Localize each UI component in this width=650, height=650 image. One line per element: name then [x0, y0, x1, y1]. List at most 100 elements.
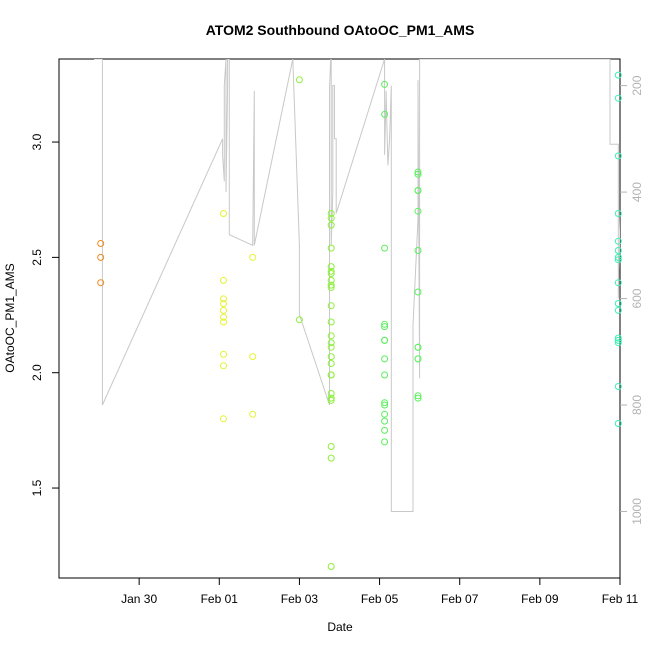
data-point [327, 276, 335, 284]
data-point [381, 401, 389, 409]
data-point [381, 320, 389, 328]
data-point [614, 256, 622, 264]
data-point [414, 288, 422, 296]
y-tick-label: 2.5 [30, 249, 44, 266]
x-tick-label: Feb 01 [201, 592, 239, 606]
data-point [614, 383, 622, 390]
x-axis: Jan 30 Feb 01 Feb 03 Feb 05 Feb 07 Feb 09 Feb … [121, 578, 639, 606]
data-point [327, 360, 335, 367]
data-point [614, 253, 622, 261]
data-point [614, 71, 622, 79]
x-tick-label: Jan 30 [121, 592, 157, 606]
data-point [220, 276, 227, 284]
data-point [614, 420, 622, 427]
data-point [327, 339, 335, 347]
y-tick-label: 1.5 [30, 479, 44, 496]
data-point [614, 339, 622, 347]
x-axis-label: Date [327, 620, 353, 634]
right-axis: 200 400 600 800 1000 [620, 75, 644, 525]
data-point [414, 187, 422, 194]
data-points-layer [97, 71, 622, 570]
data-point [414, 170, 422, 178]
data-point [220, 306, 227, 314]
data-point [97, 240, 105, 247]
data-point [327, 281, 335, 289]
data-point [327, 343, 335, 351]
x-tick-label: Feb 09 [521, 592, 559, 606]
data-point [614, 300, 622, 307]
data-point [295, 316, 303, 324]
x-tick-label: Feb 11 [602, 592, 639, 606]
data-point [414, 355, 422, 363]
data-point [381, 244, 389, 252]
right-tick-label: 800 [630, 395, 644, 415]
data-point [327, 332, 335, 340]
data-point [327, 244, 335, 252]
data-point [327, 263, 335, 271]
data-point [327, 563, 335, 570]
data-point [614, 152, 622, 160]
data-point [414, 207, 422, 215]
data-point [220, 318, 227, 326]
data-point [220, 313, 227, 321]
data-point [327, 394, 335, 402]
data-point [327, 353, 335, 361]
data-point [327, 270, 335, 277]
data-point [614, 279, 622, 287]
data-point [220, 350, 227, 358]
data-point [614, 247, 622, 254]
data-point [414, 168, 422, 176]
right-tick-label: 400 [630, 182, 644, 202]
data-point [249, 353, 257, 361]
data-point [381, 399, 389, 407]
plot-frame [58, 58, 621, 579]
data-point [381, 417, 389, 425]
data-point [295, 76, 303, 84]
chart-title: ATOM2 Southbound OAtoOC_PM1_AMS [206, 22, 475, 38]
data-point [381, 323, 389, 331]
data-point [327, 210, 335, 217]
x-tick-label: Feb 03 [281, 592, 319, 606]
data-point [614, 336, 622, 344]
y-tick-label: 2.0 [30, 364, 44, 381]
y-axis: 1.5 2.0 2.5 3.0 [30, 133, 59, 496]
right-tick-label: 600 [630, 288, 644, 308]
data-point [614, 210, 622, 217]
x-tick-label: Feb 05 [361, 592, 399, 606]
data-point [327, 221, 335, 229]
data-point [614, 94, 622, 102]
data-point [381, 426, 389, 434]
data-point [220, 415, 227, 423]
data-point [220, 210, 227, 217]
data-point [327, 371, 335, 379]
x-tick-label: Feb 07 [441, 592, 479, 606]
data-point [97, 279, 105, 287]
data-point [327, 214, 335, 222]
data-point [327, 454, 335, 462]
data-point [381, 410, 389, 418]
y-tick-label: 3.0 [30, 133, 44, 150]
data-point [381, 336, 389, 344]
altitude-line [94, 59, 620, 512]
data-point [220, 295, 227, 303]
data-point [327, 318, 335, 326]
data-point [381, 80, 389, 88]
data-point [414, 394, 422, 402]
data-point [249, 253, 257, 261]
data-point [327, 302, 335, 310]
right-tick-label: 200 [630, 75, 644, 95]
data-point [381, 371, 389, 379]
data-point [327, 396, 335, 404]
data-point [381, 110, 389, 118]
data-point [220, 300, 227, 307]
data-point [327, 443, 335, 450]
data-point [220, 362, 227, 370]
altitude-line-layer [94, 59, 620, 512]
data-point [614, 237, 622, 245]
data-point [327, 283, 335, 291]
data-point [249, 410, 257, 418]
data-point [614, 306, 622, 314]
data-point [327, 267, 335, 275]
data-point [381, 438, 389, 446]
